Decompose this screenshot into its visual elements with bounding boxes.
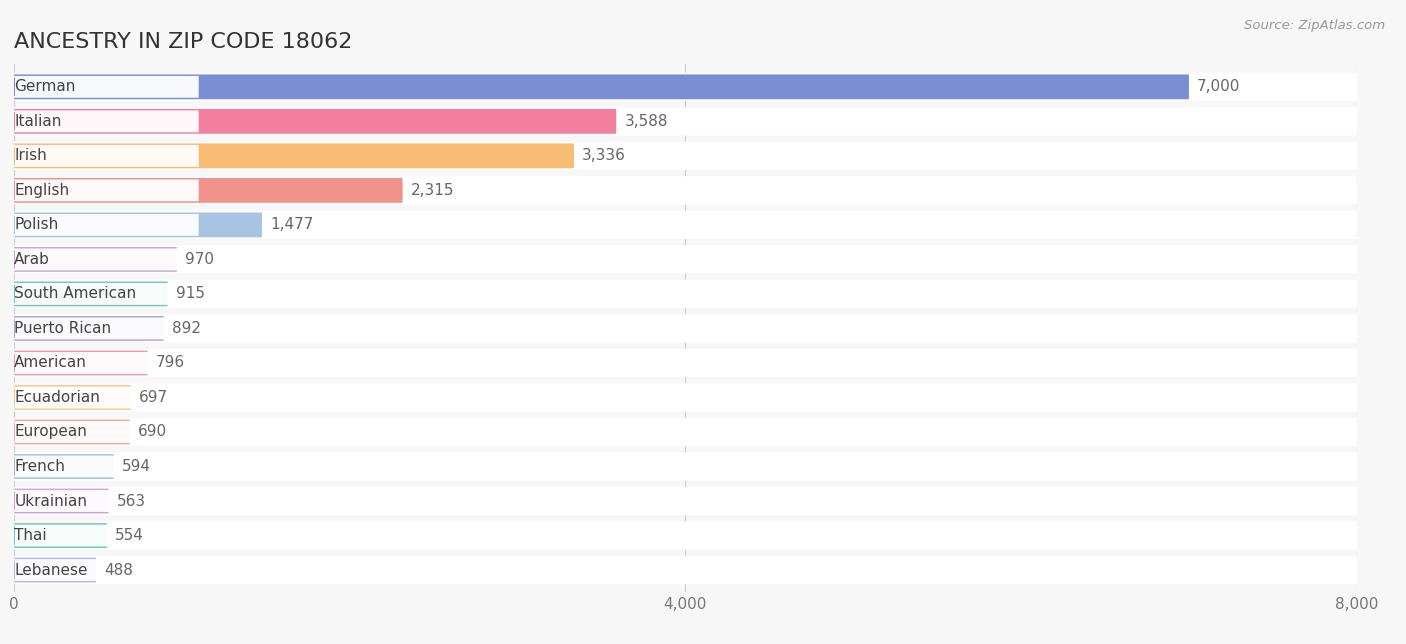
Text: 915: 915 bbox=[176, 287, 205, 301]
FancyBboxPatch shape bbox=[14, 245, 1357, 274]
FancyBboxPatch shape bbox=[14, 419, 129, 444]
FancyBboxPatch shape bbox=[14, 558, 96, 582]
FancyBboxPatch shape bbox=[14, 180, 198, 202]
FancyBboxPatch shape bbox=[14, 385, 131, 410]
FancyBboxPatch shape bbox=[14, 110, 198, 132]
FancyBboxPatch shape bbox=[14, 556, 1357, 584]
FancyBboxPatch shape bbox=[14, 487, 1357, 515]
FancyBboxPatch shape bbox=[14, 455, 198, 477]
FancyBboxPatch shape bbox=[14, 383, 1357, 412]
FancyBboxPatch shape bbox=[14, 454, 114, 479]
FancyBboxPatch shape bbox=[14, 249, 198, 270]
Text: 3,588: 3,588 bbox=[624, 114, 668, 129]
FancyBboxPatch shape bbox=[14, 211, 1357, 239]
FancyBboxPatch shape bbox=[14, 281, 167, 307]
FancyBboxPatch shape bbox=[14, 316, 163, 341]
Text: ANCESTRY IN ZIP CODE 18062: ANCESTRY IN ZIP CODE 18062 bbox=[14, 32, 353, 52]
Text: 690: 690 bbox=[138, 424, 167, 439]
Text: 970: 970 bbox=[186, 252, 214, 267]
FancyBboxPatch shape bbox=[14, 349, 1357, 377]
FancyBboxPatch shape bbox=[14, 525, 198, 547]
Text: 796: 796 bbox=[156, 355, 184, 370]
Text: Arab: Arab bbox=[14, 252, 51, 267]
Text: French: French bbox=[14, 459, 65, 474]
FancyBboxPatch shape bbox=[14, 421, 198, 443]
FancyBboxPatch shape bbox=[14, 247, 177, 272]
FancyBboxPatch shape bbox=[14, 283, 198, 305]
FancyBboxPatch shape bbox=[14, 109, 616, 134]
FancyBboxPatch shape bbox=[14, 107, 1357, 135]
Text: German: German bbox=[14, 79, 76, 94]
FancyBboxPatch shape bbox=[14, 144, 574, 168]
FancyBboxPatch shape bbox=[14, 279, 1357, 308]
Text: Irish: Irish bbox=[14, 148, 46, 164]
FancyBboxPatch shape bbox=[14, 317, 198, 339]
FancyBboxPatch shape bbox=[14, 73, 1357, 101]
FancyBboxPatch shape bbox=[14, 350, 148, 375]
FancyBboxPatch shape bbox=[14, 418, 1357, 446]
Text: 2,315: 2,315 bbox=[411, 183, 454, 198]
Text: European: European bbox=[14, 424, 87, 439]
Text: English: English bbox=[14, 183, 69, 198]
FancyBboxPatch shape bbox=[14, 142, 1357, 170]
FancyBboxPatch shape bbox=[14, 214, 198, 236]
FancyBboxPatch shape bbox=[14, 559, 198, 581]
FancyBboxPatch shape bbox=[14, 489, 108, 513]
Text: 554: 554 bbox=[115, 528, 143, 543]
FancyBboxPatch shape bbox=[14, 352, 198, 374]
FancyBboxPatch shape bbox=[14, 452, 1357, 480]
FancyBboxPatch shape bbox=[14, 76, 198, 98]
Text: American: American bbox=[14, 355, 87, 370]
Text: 697: 697 bbox=[139, 390, 169, 405]
Text: 892: 892 bbox=[172, 321, 201, 336]
FancyBboxPatch shape bbox=[14, 213, 262, 238]
Text: 594: 594 bbox=[122, 459, 150, 474]
Text: 1,477: 1,477 bbox=[270, 218, 314, 232]
Text: 7,000: 7,000 bbox=[1197, 79, 1240, 94]
Text: 488: 488 bbox=[104, 563, 134, 578]
Text: Thai: Thai bbox=[14, 528, 46, 543]
Text: Puerto Rican: Puerto Rican bbox=[14, 321, 111, 336]
FancyBboxPatch shape bbox=[14, 314, 1357, 343]
FancyBboxPatch shape bbox=[14, 145, 198, 167]
FancyBboxPatch shape bbox=[14, 522, 1357, 550]
FancyBboxPatch shape bbox=[14, 523, 107, 548]
Text: Lebanese: Lebanese bbox=[14, 563, 87, 578]
FancyBboxPatch shape bbox=[14, 386, 198, 408]
Text: Italian: Italian bbox=[14, 114, 62, 129]
Text: Source: ZipAtlas.com: Source: ZipAtlas.com bbox=[1244, 19, 1385, 32]
FancyBboxPatch shape bbox=[14, 490, 198, 512]
Text: South American: South American bbox=[14, 287, 136, 301]
Text: 3,336: 3,336 bbox=[582, 148, 626, 164]
FancyBboxPatch shape bbox=[14, 178, 402, 203]
Text: Ecuadorian: Ecuadorian bbox=[14, 390, 100, 405]
Text: Ukrainian: Ukrainian bbox=[14, 493, 87, 509]
Text: 563: 563 bbox=[117, 493, 146, 509]
FancyBboxPatch shape bbox=[14, 176, 1357, 205]
Text: Polish: Polish bbox=[14, 218, 59, 232]
FancyBboxPatch shape bbox=[14, 75, 1189, 99]
